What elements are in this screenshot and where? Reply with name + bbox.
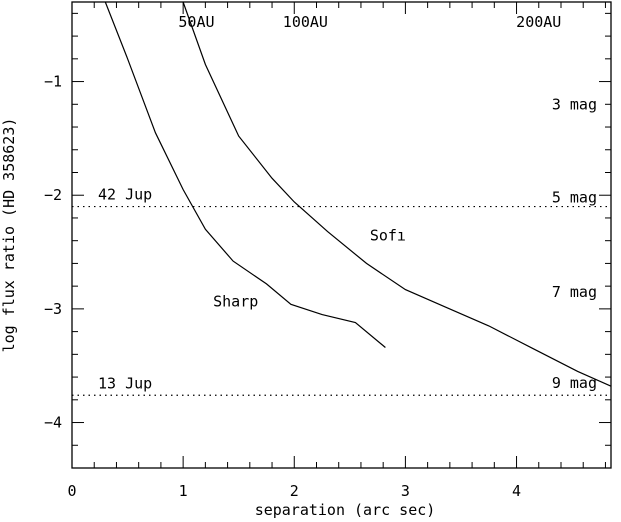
x-axis-label: separation (arc sec) <box>255 501 436 519</box>
magnitude-annotation: 3 mag <box>552 95 597 113</box>
axis-ticks: 0 1 2 3 4 −1 −2 −3 −4 <box>44 2 611 500</box>
magnitude-annotation: 9 mag <box>552 374 597 392</box>
curve-label: Sharp <box>213 293 258 311</box>
x-tick-label: 1 <box>179 482 188 500</box>
y-tick-label: −4 <box>44 414 62 432</box>
curve-label: Sofı <box>370 227 406 245</box>
series-lines <box>104 1 612 387</box>
y-tick-label: −1 <box>44 73 62 91</box>
magnitude-annotation: 5 mag <box>552 188 597 206</box>
x-tick-label: 4 <box>512 482 521 500</box>
reference-lines: 42 Jup 13 Jup <box>72 186 611 396</box>
distance-annotation: 100AU <box>283 13 328 31</box>
chart-annotations: 50AU 100AU 200AU 3 mag 5 mag 7 mag 9 mag Sharp S… <box>178 13 597 392</box>
magnitude-annotation: 7 mag <box>552 283 597 301</box>
x-tick-label: 0 <box>67 482 76 500</box>
x-tick-label: 3 <box>401 482 410 500</box>
x-tick-label: 2 <box>290 482 299 500</box>
y-tick-label: −3 <box>44 300 62 318</box>
reference-line-label: 42 Jup <box>98 186 152 204</box>
reference-line-label: 13 Jup <box>98 374 152 392</box>
series-line <box>182 1 612 387</box>
series-line <box>104 1 386 348</box>
distance-annotation: 50AU <box>178 13 214 31</box>
y-tick-label: −2 <box>44 186 62 204</box>
y-axis-label: log flux ratio (HD 358623) <box>0 118 18 353</box>
distance-annotation: 200AU <box>516 13 561 31</box>
plot-frame <box>71 1 612 469</box>
